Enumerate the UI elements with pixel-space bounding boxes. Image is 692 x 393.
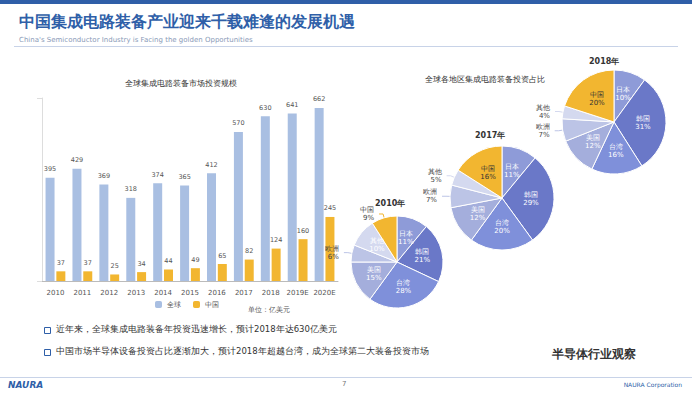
svg-text:China's Semiconductor Industry: China's Semiconductor Industry is Facing…: [19, 36, 253, 44]
svg-text:2015: 2015: [181, 289, 199, 297]
svg-text:全球各地区集成电路装备投资占比: 全球各地区集成电路装备投资占比: [425, 75, 545, 84]
svg-text:5%: 5%: [430, 176, 441, 184]
svg-text:2010年: 2010年: [375, 199, 405, 208]
svg-text:37: 37: [57, 259, 65, 267]
svg-text:NAURA: NAURA: [8, 380, 43, 390]
svg-text:20%: 20%: [494, 227, 510, 235]
svg-text:7%: 7%: [426, 196, 437, 204]
svg-text:单位：亿美元: 单位：亿美元: [248, 306, 290, 314]
svg-text:662: 662: [313, 95, 325, 103]
svg-text:2018: 2018: [262, 289, 280, 297]
svg-text:16%: 16%: [608, 151, 624, 159]
svg-text:20%: 20%: [589, 99, 605, 107]
svg-text:日本: 日本: [616, 86, 630, 94]
svg-text:16%: 16%: [480, 173, 496, 181]
svg-text:中国: 中国: [205, 301, 219, 309]
svg-text:2013: 2013: [127, 289, 145, 297]
svg-text:11%: 11%: [504, 171, 520, 179]
svg-text:7%: 7%: [539, 131, 550, 139]
svg-text:半导体行业观察: 半导体行业观察: [551, 347, 636, 361]
svg-text:全球集成电路装备市场投资规模: 全球集成电路装备市场投资规模: [125, 79, 237, 88]
svg-text:其他: 其他: [536, 104, 550, 112]
svg-text:韩国: 韩国: [524, 191, 538, 199]
svg-text:412: 412: [205, 161, 217, 169]
svg-text:9%: 9%: [363, 214, 374, 222]
svg-text:10%: 10%: [615, 94, 631, 102]
svg-text:中国集成电路装备产业迎来千载难逢的发展机遇: 中国集成电路装备产业迎来千载难逢的发展机遇: [19, 12, 355, 31]
svg-text:630: 630: [259, 104, 271, 112]
svg-text:台湾: 台湾: [495, 219, 509, 227]
svg-text:2020E: 2020E: [313, 289, 335, 297]
svg-text:2011: 2011: [73, 289, 91, 297]
svg-text:美国: 美国: [586, 134, 600, 142]
svg-text:其他: 其他: [370, 237, 384, 245]
svg-text:欧洲: 欧洲: [325, 245, 339, 253]
svg-text:中国: 中国: [481, 165, 495, 173]
svg-text:245: 245: [324, 204, 336, 212]
svg-text:韩国: 韩国: [415, 248, 429, 256]
svg-text:25: 25: [111, 262, 119, 270]
svg-text:NAURA Corporation: NAURA Corporation: [624, 381, 683, 389]
svg-text:2012: 2012: [100, 289, 118, 297]
svg-text:124: 124: [270, 236, 282, 244]
svg-text:15%: 15%: [366, 274, 382, 282]
svg-text:82: 82: [245, 247, 253, 255]
svg-text:28%: 28%: [396, 287, 412, 295]
svg-text:369: 369: [98, 172, 110, 180]
svg-text:12%: 12%: [585, 142, 601, 150]
svg-text:中国市场半导体设备投资占比逐渐加大，预计2018年超越台湾，: 中国市场半导体设备投资占比逐渐加大，预计2018年超越台湾，成为全球第二大装备投…: [56, 346, 429, 356]
svg-text:2017: 2017: [235, 289, 253, 297]
svg-text:韩国: 韩国: [636, 115, 650, 123]
svg-text:6%: 6%: [328, 253, 339, 261]
svg-text:2018年: 2018年: [589, 57, 619, 66]
svg-text:近年来，全球集成电路装备年投资迅速增长，预计2018年达63: 近年来，全球集成电路装备年投资迅速增长，预计2018年达630亿美元: [56, 324, 337, 334]
svg-text:65: 65: [218, 252, 226, 260]
svg-text:29%: 29%: [523, 199, 539, 207]
svg-text:12%: 12%: [470, 214, 486, 222]
svg-text:49: 49: [191, 256, 199, 264]
svg-text:34: 34: [137, 260, 145, 268]
svg-text:365: 365: [178, 173, 190, 181]
svg-text:318: 318: [125, 185, 137, 193]
svg-text:台湾: 台湾: [609, 143, 623, 151]
svg-text:395: 395: [44, 165, 56, 173]
svg-text:2017年: 2017年: [475, 131, 505, 140]
svg-text:欧洲: 欧洲: [423, 188, 437, 196]
svg-text:21%: 21%: [415, 256, 431, 264]
svg-text:31%: 31%: [635, 123, 651, 131]
svg-text:160: 160: [297, 227, 309, 235]
svg-text:37: 37: [84, 259, 92, 267]
svg-text:10%: 10%: [369, 245, 385, 253]
svg-text:日本: 日本: [399, 230, 413, 238]
svg-text:11%: 11%: [398, 238, 414, 246]
svg-text:美国: 美国: [471, 206, 485, 214]
svg-text:374: 374: [151, 171, 163, 179]
svg-text:44: 44: [164, 257, 172, 265]
svg-text:中国: 中国: [360, 206, 374, 214]
svg-text:4%: 4%: [539, 112, 550, 120]
svg-text:其他: 其他: [428, 168, 442, 176]
svg-text:中国: 中国: [590, 91, 604, 99]
svg-text:台湾: 台湾: [396, 279, 410, 287]
svg-text:7: 7: [342, 380, 346, 388]
svg-text:570: 570: [232, 119, 244, 127]
svg-text:欧洲: 欧洲: [536, 123, 550, 131]
svg-text:2016: 2016: [208, 289, 226, 297]
svg-text:429: 429: [71, 156, 83, 164]
svg-text:2019E: 2019E: [287, 289, 309, 297]
svg-text:2014: 2014: [154, 289, 172, 297]
svg-text:2010: 2010: [47, 289, 65, 297]
svg-text:美国: 美国: [367, 266, 381, 274]
svg-text:641: 641: [286, 101, 298, 109]
svg-text:全球: 全球: [167, 301, 181, 309]
svg-text:日本: 日本: [505, 163, 519, 171]
